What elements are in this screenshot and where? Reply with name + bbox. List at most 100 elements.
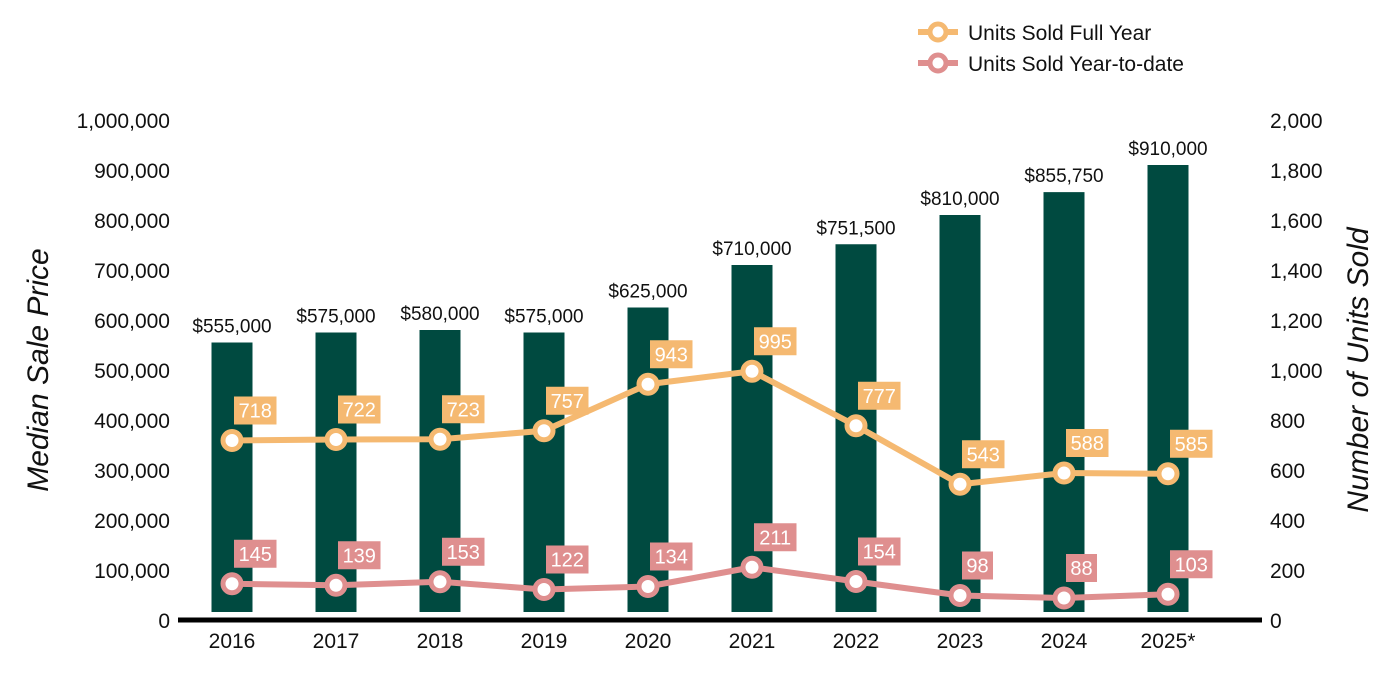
bars-layer	[211, 165, 1189, 612]
y2-tick-label: 400	[1270, 510, 1305, 533]
point-label-box	[650, 340, 693, 369]
series-line-1	[231, 368, 1169, 488]
point-value-label: 718	[239, 401, 272, 423]
point-value-label: 88	[1070, 558, 1092, 580]
point-value-label: 122	[551, 550, 584, 572]
y2-tick-label: 1,800	[1270, 160, 1323, 183]
bar-2021	[731, 265, 773, 612]
point-label-box	[650, 542, 693, 571]
y-tick-label: 100,000	[94, 560, 170, 583]
point-label-box	[962, 551, 993, 580]
series-point	[532, 419, 556, 443]
y2-tick-label: 200	[1270, 560, 1305, 583]
axis-layer: 0 100,000 200,000 300,000 400,000 500,000 600,…	[77, 110, 1323, 653]
point-label-box	[1170, 550, 1213, 579]
series-point	[324, 428, 348, 451]
y2-tick-label: 1,600	[1270, 210, 1323, 233]
legend-marker	[927, 52, 949, 74]
x-tick-label: 2017	[313, 630, 360, 653]
y2-tick-label: 1,200	[1270, 310, 1323, 333]
bar-value-label: $580,000	[400, 304, 479, 325]
point-label-box	[1066, 429, 1109, 457]
series-point	[220, 429, 244, 452]
point-value-label: 153	[447, 542, 480, 564]
legend: Units Sold Full Year Units Sold Year-to-d…	[918, 21, 1184, 76]
series-point	[220, 572, 244, 596]
bar-2016	[211, 342, 253, 612]
point-label-box	[858, 381, 901, 410]
point-value-label: 98	[966, 556, 988, 578]
y-tick-label: 900,000	[94, 160, 170, 183]
point-label-box	[546, 545, 589, 574]
bar-2025*	[1147, 165, 1189, 612]
y-tick-label: 300,000	[94, 460, 170, 483]
bar-value-label: $575,000	[296, 307, 375, 328]
bar-2024	[1043, 192, 1085, 612]
series-point	[428, 570, 452, 594]
series-point	[740, 555, 764, 579]
series-point	[428, 427, 452, 451]
point-value-label: 585	[1175, 434, 1208, 456]
bar-2018	[419, 330, 461, 612]
y2-tick-label: 0	[1270, 610, 1282, 633]
x-tick-label: 2019	[521, 630, 568, 653]
series-point	[844, 570, 868, 593]
point-value-label: 543	[967, 444, 1000, 466]
point-label-box	[1066, 554, 1097, 582]
legend-label: Units Sold Full Year	[968, 22, 1151, 45]
y-axis-title: Median Sale Price	[22, 248, 55, 491]
x-tick-label: 2018	[417, 630, 464, 653]
bar-value-label: $810,000	[920, 189, 999, 210]
y2-tick-label: 2,000	[1270, 110, 1323, 133]
legend-label: Units Sold Year-to-date	[968, 53, 1184, 76]
point-label-box	[858, 537, 901, 566]
series-point	[324, 573, 348, 597]
series-point	[844, 414, 868, 438]
point-label-box	[442, 395, 485, 424]
labels-layer: $555,000 $575,000 $580,000 $575,000 $625,000…	[192, 139, 1213, 582]
y2-tick-label: 800	[1270, 410, 1305, 433]
point-label-box	[546, 386, 589, 415]
point-label-box	[234, 539, 277, 568]
y2-tick-label: 1,400	[1270, 260, 1323, 283]
point-value-label: 995	[759, 331, 792, 353]
y-tick-label: 500,000	[94, 360, 170, 383]
x-tick-label: 2025*	[1141, 630, 1196, 653]
x-tick-label: 2021	[729, 630, 776, 653]
y2-axis-title: Number of Units Sold	[1342, 226, 1375, 512]
point-value-label: 757	[551, 391, 584, 413]
bar-value-label: $751,500	[816, 218, 895, 239]
bar-value-label: $910,000	[1128, 139, 1207, 160]
y2-tick-label: 600	[1270, 460, 1305, 483]
x-tick-label: 2016	[209, 630, 256, 653]
point-label-box	[234, 396, 277, 425]
y-tick-label: 800,000	[94, 210, 170, 233]
series-point	[740, 359, 764, 383]
bar-2017	[315, 332, 357, 612]
series-point	[532, 578, 556, 601]
bar-value-label: $855,750	[1024, 166, 1103, 187]
x-tick-label: 2022	[833, 630, 880, 653]
y-tick-label: 700,000	[94, 260, 170, 283]
x-tick-label: 2020	[625, 630, 672, 653]
point-value-label: 722	[343, 400, 376, 422]
series-point	[1052, 586, 1076, 610]
point-value-label: 154	[863, 542, 896, 564]
point-value-label: 103	[1175, 554, 1208, 576]
x-tick-label: 2024	[1041, 630, 1088, 653]
point-value-label: 723	[447, 399, 480, 421]
lines-layer	[220, 359, 1180, 610]
series-point	[1156, 582, 1180, 606]
point-value-label: 588	[1071, 433, 1104, 455]
point-value-label: 777	[863, 386, 896, 408]
bar-value-label: $710,000	[712, 239, 791, 260]
y-tick-label: 1,000,000	[77, 110, 170, 133]
series-point	[1052, 461, 1076, 485]
point-value-label: 943	[655, 344, 688, 366]
point-label-box	[754, 327, 797, 356]
point-label-box	[962, 440, 1005, 469]
series-point	[1156, 462, 1180, 486]
y-tick-label: 400,000	[94, 410, 170, 433]
